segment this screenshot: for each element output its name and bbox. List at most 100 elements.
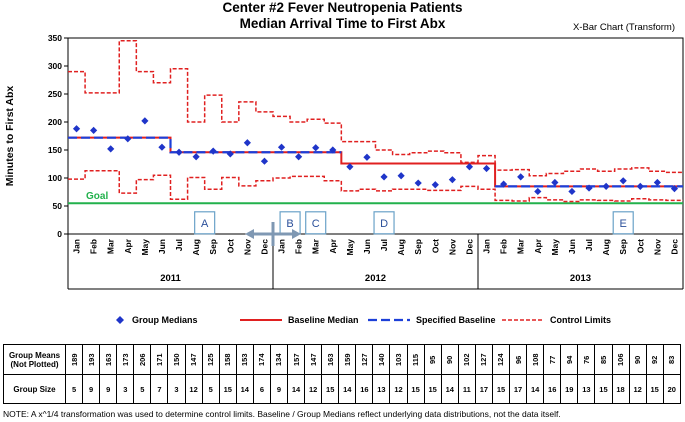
group-median-point bbox=[329, 146, 337, 154]
annotation-label: B bbox=[286, 218, 293, 230]
data-table: Group Means (Not Plotted) 189 193 163 173 20… bbox=[3, 344, 681, 404]
chart-svg: 0 50 100 150 200 250 300 350 Minutes to First Ab… bbox=[4, 33, 684, 325]
footnote: NOTE: A x^1/4 transformation was used to… bbox=[3, 409, 561, 419]
group-size-cell: 3 bbox=[116, 374, 135, 404]
x-tick-label: Jul bbox=[174, 239, 184, 251]
group-mean-cell: 193 bbox=[82, 344, 100, 375]
group-median-point bbox=[397, 172, 405, 180]
year-label: 2012 bbox=[365, 273, 386, 284]
group-size-cell: 15 bbox=[491, 374, 511, 404]
annotation-label: C bbox=[312, 218, 320, 230]
group-size-cell: 14 bbox=[440, 374, 459, 404]
group-size-cell: 14 bbox=[338, 374, 357, 404]
group-mean-cell: 153 bbox=[236, 344, 254, 375]
group-size-cell: 12 bbox=[304, 374, 323, 404]
group-mean-cell: 171 bbox=[150, 344, 168, 375]
group-median-point bbox=[414, 179, 422, 187]
annotation-box bbox=[194, 211, 216, 235]
x-tick-label: Oct bbox=[635, 239, 645, 253]
x-tick-label: Jan bbox=[482, 239, 492, 254]
x-tick-label: Jul bbox=[379, 239, 389, 251]
group-mean-cell: 147 bbox=[304, 344, 322, 375]
group-median-point bbox=[226, 150, 234, 158]
x-tick-label: Mar bbox=[516, 238, 526, 254]
group-size-cell: 14 bbox=[235, 374, 254, 404]
group-median-point bbox=[295, 153, 303, 161]
group-median-point bbox=[243, 139, 251, 147]
group-size-cell: 5 bbox=[201, 374, 220, 404]
group-median-point bbox=[141, 117, 149, 125]
x-tick-label: Aug bbox=[601, 239, 611, 256]
group-mean-cell: 134 bbox=[270, 344, 288, 375]
group-mean-cell: 76 bbox=[577, 344, 595, 375]
annotation-label: E bbox=[620, 218, 627, 230]
group-median-point bbox=[124, 135, 132, 143]
x-tick-label: Jun bbox=[362, 239, 372, 254]
group-mean-cell: 77 bbox=[543, 344, 561, 375]
arrow-right-icon bbox=[292, 229, 301, 239]
group-mean-cell: 140 bbox=[372, 344, 390, 375]
group-median-point bbox=[72, 125, 81, 133]
group-median-point bbox=[619, 177, 627, 185]
x-tick-label: Sep bbox=[413, 239, 423, 255]
group-mean-cell: 127 bbox=[475, 344, 493, 375]
group-size-cell: 12 bbox=[628, 374, 647, 404]
x-tick-label: Feb bbox=[294, 239, 304, 254]
group-mean-cell: 94 bbox=[560, 344, 578, 375]
group-size-cell: 3 bbox=[167, 374, 186, 404]
y-axis-label: Minutes to First Abx bbox=[4, 86, 16, 187]
y-tick-label: 250 bbox=[48, 89, 62, 99]
group-median-point bbox=[517, 173, 525, 181]
group-size-cell: 15 bbox=[645, 374, 664, 404]
x-tick-label: Jul bbox=[584, 239, 594, 251]
group-median-point bbox=[465, 163, 474, 171]
group-mean-cell: 108 bbox=[526, 344, 544, 375]
group-median-point bbox=[260, 157, 269, 165]
group-mean-cell: 150 bbox=[167, 344, 186, 375]
table-row: Group Means (Not Plotted) 189 193 163 173 20… bbox=[3, 344, 681, 375]
x-tick-label: Oct bbox=[430, 239, 440, 253]
group-size-cell: 19 bbox=[560, 374, 579, 404]
x-tick-label: Dec bbox=[669, 239, 679, 255]
group-mean-cell: 102 bbox=[458, 344, 476, 375]
x-tick-label: Nov bbox=[242, 239, 252, 255]
group-mean-cell: 92 bbox=[646, 344, 664, 375]
group-size-cell: 15 bbox=[594, 374, 613, 404]
group-median-point bbox=[500, 180, 508, 188]
group-mean-cell: 96 bbox=[509, 344, 527, 375]
group-size-cell: 5 bbox=[64, 374, 84, 404]
x-tick-label: Sep bbox=[618, 239, 628, 255]
group-median-point bbox=[192, 153, 200, 161]
x-tick-label: Dec bbox=[259, 239, 269, 255]
group-median-point bbox=[448, 176, 456, 184]
group-mean-cell: 124 bbox=[492, 344, 510, 375]
group-median-point bbox=[636, 182, 644, 190]
group-mean-cell: 90 bbox=[441, 344, 459, 375]
group-median-point bbox=[346, 163, 354, 171]
plot-area bbox=[67, 37, 684, 235]
annotation-label: A bbox=[201, 218, 209, 230]
group-mean-cell: 206 bbox=[133, 344, 151, 375]
group-median-point bbox=[670, 185, 679, 193]
group-mean-cell: 115 bbox=[407, 344, 425, 375]
group-size-cell: 20 bbox=[662, 374, 681, 404]
x-tick-label: Sep bbox=[208, 239, 218, 255]
group-mean-cell: 189 bbox=[65, 344, 83, 375]
group-mean-cell: 106 bbox=[612, 344, 630, 375]
x-tick-label: Oct bbox=[225, 239, 235, 253]
group-median-point bbox=[653, 178, 661, 187]
group-median-point bbox=[107, 145, 115, 153]
group-median-point bbox=[363, 153, 371, 161]
group-size-cell: 9 bbox=[269, 374, 289, 404]
y-tick-label: 200 bbox=[48, 117, 62, 127]
annotation-box bbox=[373, 211, 395, 235]
group-median-point bbox=[158, 143, 166, 151]
group-mean-cell: 173 bbox=[116, 344, 134, 375]
group-mean-cell: 147 bbox=[185, 344, 203, 375]
legend-label: Group Medians bbox=[132, 315, 198, 325]
group-size-cell: 5 bbox=[133, 374, 152, 404]
x-tick-label: Apr bbox=[123, 238, 133, 253]
group-mean-cell: 157 bbox=[287, 344, 305, 375]
x-tick-label: May bbox=[140, 239, 150, 256]
group-size-cell: 13 bbox=[372, 374, 391, 404]
